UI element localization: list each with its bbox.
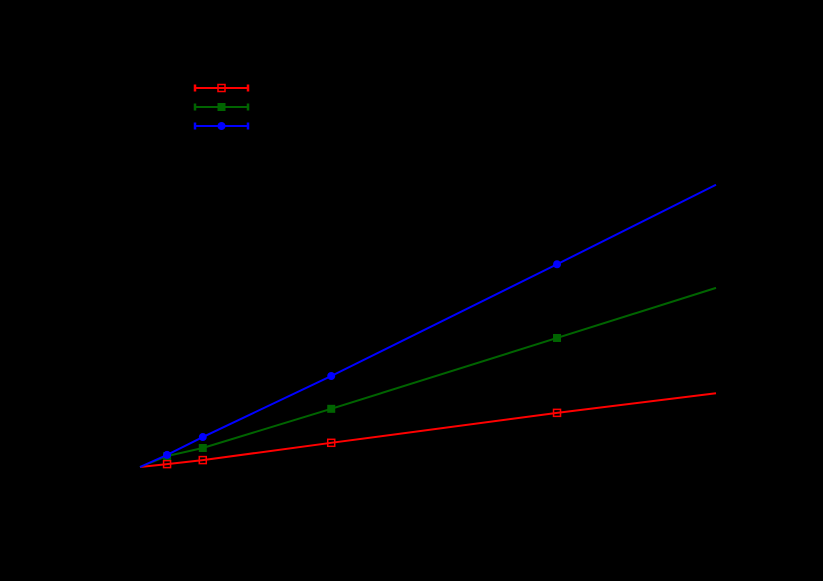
legend: [193, 83, 250, 130]
legend-entry: [193, 83, 250, 93]
data-point-marker: [553, 333, 562, 342]
legend-marker: [217, 83, 226, 93]
legend-entry: [193, 103, 250, 111]
series-red: [139, 392, 717, 469]
series-line: [139, 392, 717, 468]
series-line: [139, 183, 717, 468]
legend-entry: [193, 122, 250, 130]
data-point-marker: [162, 459, 172, 469]
series-layer: [139, 183, 717, 469]
data-point-marker: [198, 443, 207, 452]
data-point-marker: [327, 404, 336, 413]
data-point-marker: [198, 433, 207, 442]
data-point-marker: [163, 450, 172, 459]
legend-marker: [217, 103, 226, 111]
data-point-marker: [198, 455, 208, 465]
data-point-marker: [327, 371, 336, 380]
data-point-marker: [552, 408, 562, 418]
series-blue: [139, 183, 717, 468]
data-point-marker: [326, 438, 336, 448]
legend-marker: [217, 122, 226, 130]
data-point-marker: [553, 260, 562, 269]
